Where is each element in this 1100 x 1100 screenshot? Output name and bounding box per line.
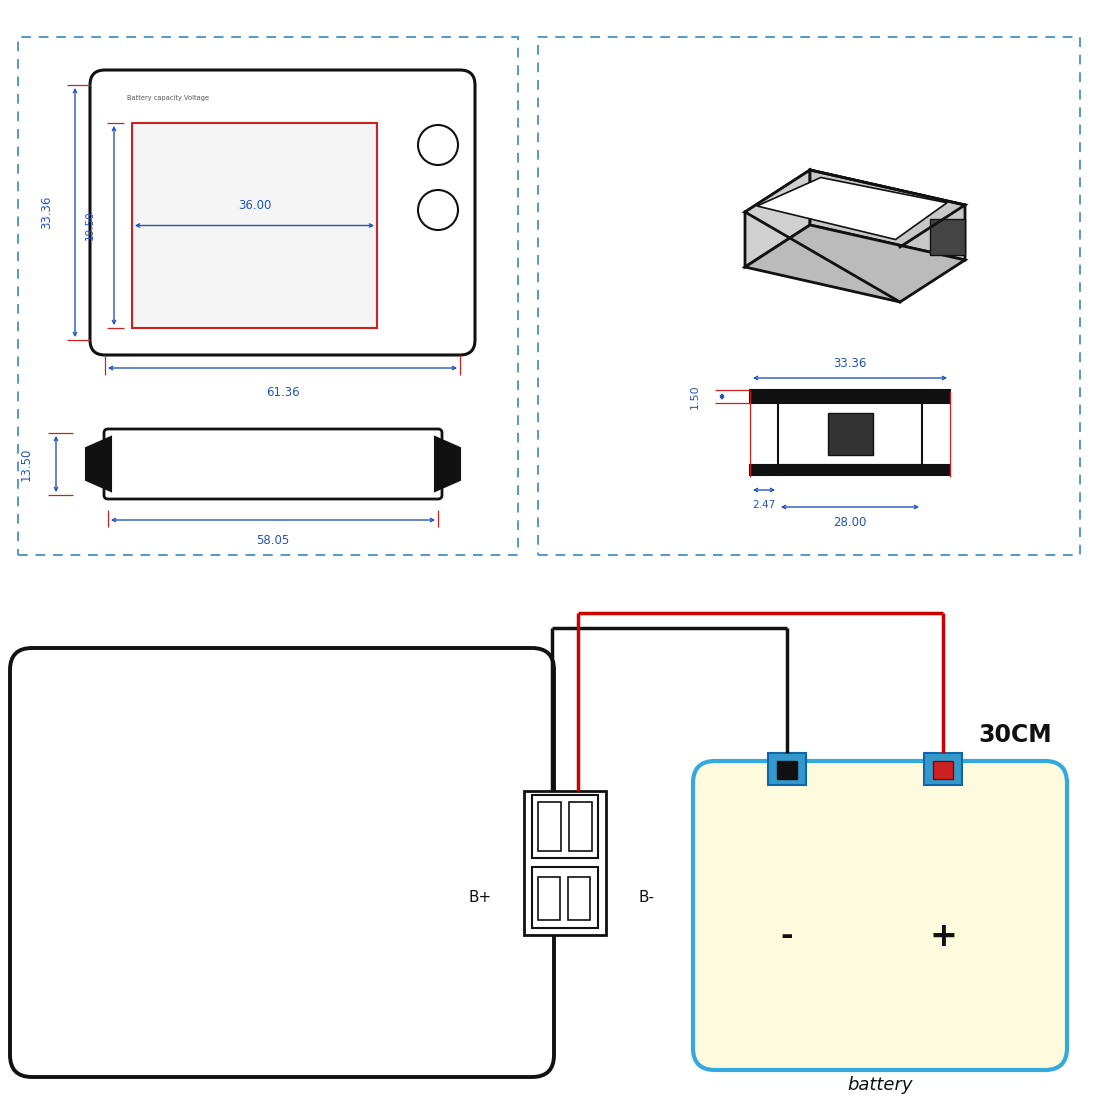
Bar <box>538 37 1080 556</box>
Polygon shape <box>745 226 965 303</box>
Circle shape <box>418 125 458 165</box>
Text: 33.36: 33.36 <box>41 196 54 229</box>
Text: 61.36: 61.36 <box>266 385 299 398</box>
Text: 58.05: 58.05 <box>256 534 289 547</box>
Bar <box>750 465 950 475</box>
Bar <box>18 37 518 556</box>
Text: Battery capacity Voltage: Battery capacity Voltage <box>126 95 209 101</box>
Circle shape <box>418 190 458 230</box>
Bar <box>768 754 806 785</box>
Text: +: + <box>930 921 957 954</box>
Bar <box>532 795 598 858</box>
Polygon shape <box>745 170 965 248</box>
FancyBboxPatch shape <box>10 648 554 1077</box>
Bar <box>750 390 950 403</box>
Bar <box>524 791 606 935</box>
Text: 19.50: 19.50 <box>85 210 95 241</box>
Bar <box>538 877 560 920</box>
Text: 13.50: 13.50 <box>20 448 33 481</box>
Bar <box>930 219 965 255</box>
Text: 1.50: 1.50 <box>690 384 700 409</box>
Bar <box>569 802 592 851</box>
Bar <box>568 877 590 920</box>
Bar <box>538 802 561 851</box>
Text: 30CM: 30CM <box>978 723 1052 747</box>
Polygon shape <box>86 437 111 491</box>
Polygon shape <box>810 170 965 260</box>
Text: B+: B+ <box>469 890 492 905</box>
Bar <box>933 761 953 779</box>
Text: battery: battery <box>847 1076 913 1094</box>
Text: B-: B- <box>638 890 654 905</box>
Bar <box>778 403 922 465</box>
Text: 33.36: 33.36 <box>834 356 867 370</box>
Bar <box>924 754 962 785</box>
Polygon shape <box>745 170 810 267</box>
Text: -: - <box>781 922 793 952</box>
Text: 28.00: 28.00 <box>834 517 867 529</box>
Bar <box>828 412 873 455</box>
Text: 2.47: 2.47 <box>752 500 776 510</box>
Polygon shape <box>757 177 947 240</box>
Bar <box>777 761 797 779</box>
Text: 36.00: 36.00 <box>238 199 272 212</box>
FancyBboxPatch shape <box>104 429 442 499</box>
FancyBboxPatch shape <box>693 761 1067 1070</box>
FancyBboxPatch shape <box>90 70 475 355</box>
Polygon shape <box>434 437 460 491</box>
Bar <box>132 123 377 328</box>
Bar <box>532 867 598 927</box>
